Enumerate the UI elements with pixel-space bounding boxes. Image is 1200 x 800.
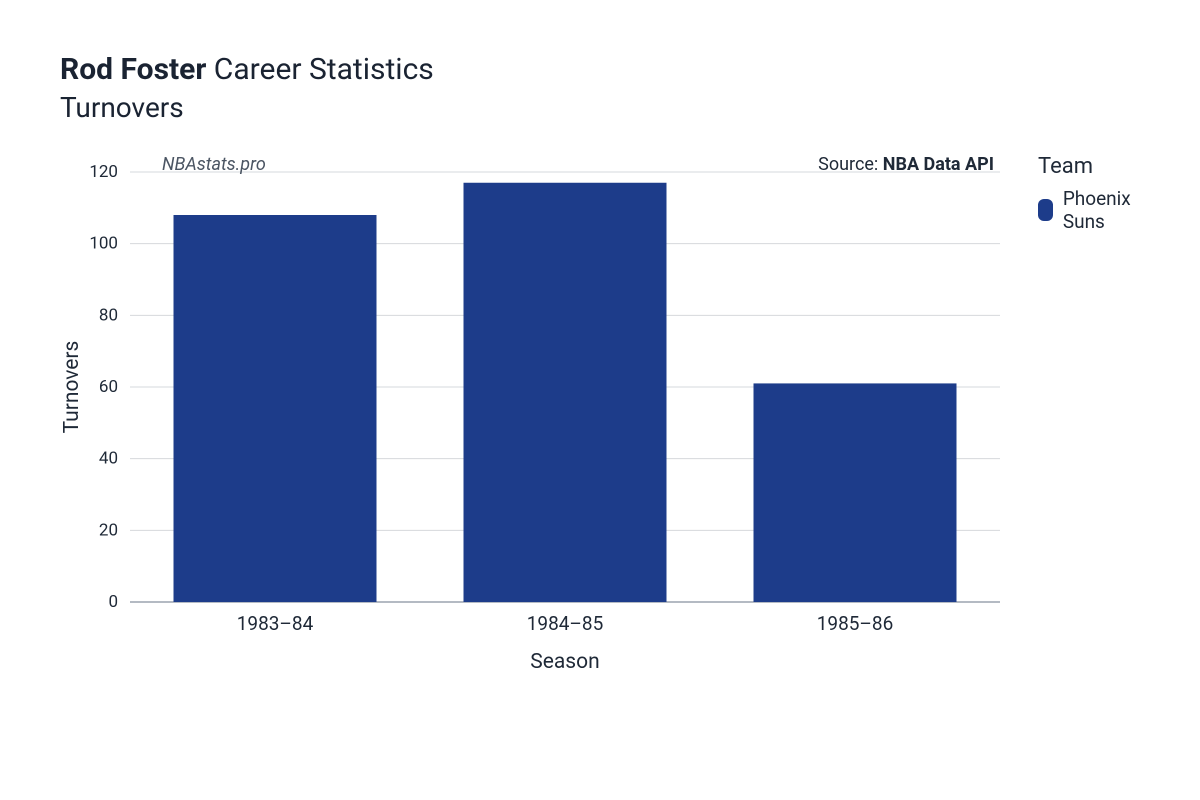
y-tick-label: 0 xyxy=(108,592,118,612)
bar xyxy=(464,183,667,602)
chart-wrap: 0 20 40 60 80 100 120 1983–84 1984–85 1985–86 Seas… xyxy=(60,152,1010,682)
bar xyxy=(174,215,377,602)
legend-swatch xyxy=(1038,199,1053,221)
metric-subtitle: Turnovers xyxy=(60,91,1140,124)
title-suffix: Career Statistics xyxy=(214,52,434,87)
x-axis-title: Season xyxy=(530,650,599,674)
legend-item: Phoenix Suns xyxy=(1038,187,1140,233)
y-axis-title: Turnovers xyxy=(60,341,84,434)
y-tick-label: 120 xyxy=(89,162,118,182)
watermark: NBAstats.pro xyxy=(162,154,266,175)
y-tick-label: 60 xyxy=(99,377,118,397)
legend-items: Phoenix Suns xyxy=(1038,187,1140,233)
x-tick-label: 1985–86 xyxy=(817,612,894,635)
legend-title: Team xyxy=(1038,154,1140,179)
player-name: Rod Foster xyxy=(60,52,206,87)
title-line-1: Rod Foster Career Statistics xyxy=(60,50,1140,89)
bar xyxy=(754,383,957,602)
chart-row: 0 20 40 60 80 100 120 1983–84 1984–85 1985–86 Seas… xyxy=(60,152,1140,682)
title-block: Rod Foster Career Statistics Turnovers xyxy=(60,50,1140,124)
y-tick-label: 40 xyxy=(99,449,118,469)
source-label: Source: NBA Data API xyxy=(818,154,994,175)
legend: Team Phoenix Suns xyxy=(1038,152,1140,233)
chart-container: Rod Foster Career Statistics Turnovers 0… xyxy=(0,0,1200,800)
y-tick-label: 80 xyxy=(99,305,118,325)
bar-chart: 0 20 40 60 80 100 120 1983–84 1984–85 1985–86 Seas… xyxy=(60,152,1010,682)
y-tick-label: 20 xyxy=(99,520,118,540)
legend-label: Phoenix Suns xyxy=(1063,187,1140,233)
x-tick-label: 1983–84 xyxy=(237,612,314,635)
y-tick-label: 100 xyxy=(89,234,118,254)
x-tick-label: 1984–85 xyxy=(527,612,604,635)
